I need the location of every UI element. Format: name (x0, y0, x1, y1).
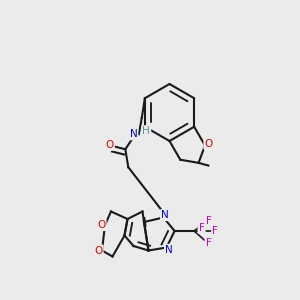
Text: F: F (212, 226, 218, 236)
Text: F: F (206, 238, 212, 248)
Text: H: H (142, 126, 150, 136)
Text: N: N (161, 210, 169, 220)
Text: F: F (199, 223, 205, 233)
Text: F: F (206, 215, 212, 226)
Text: O: O (106, 140, 114, 150)
Text: N: N (130, 129, 137, 139)
Text: O: O (97, 220, 106, 230)
Text: O: O (205, 139, 213, 149)
Text: N: N (165, 245, 173, 255)
Text: O: O (94, 245, 103, 256)
